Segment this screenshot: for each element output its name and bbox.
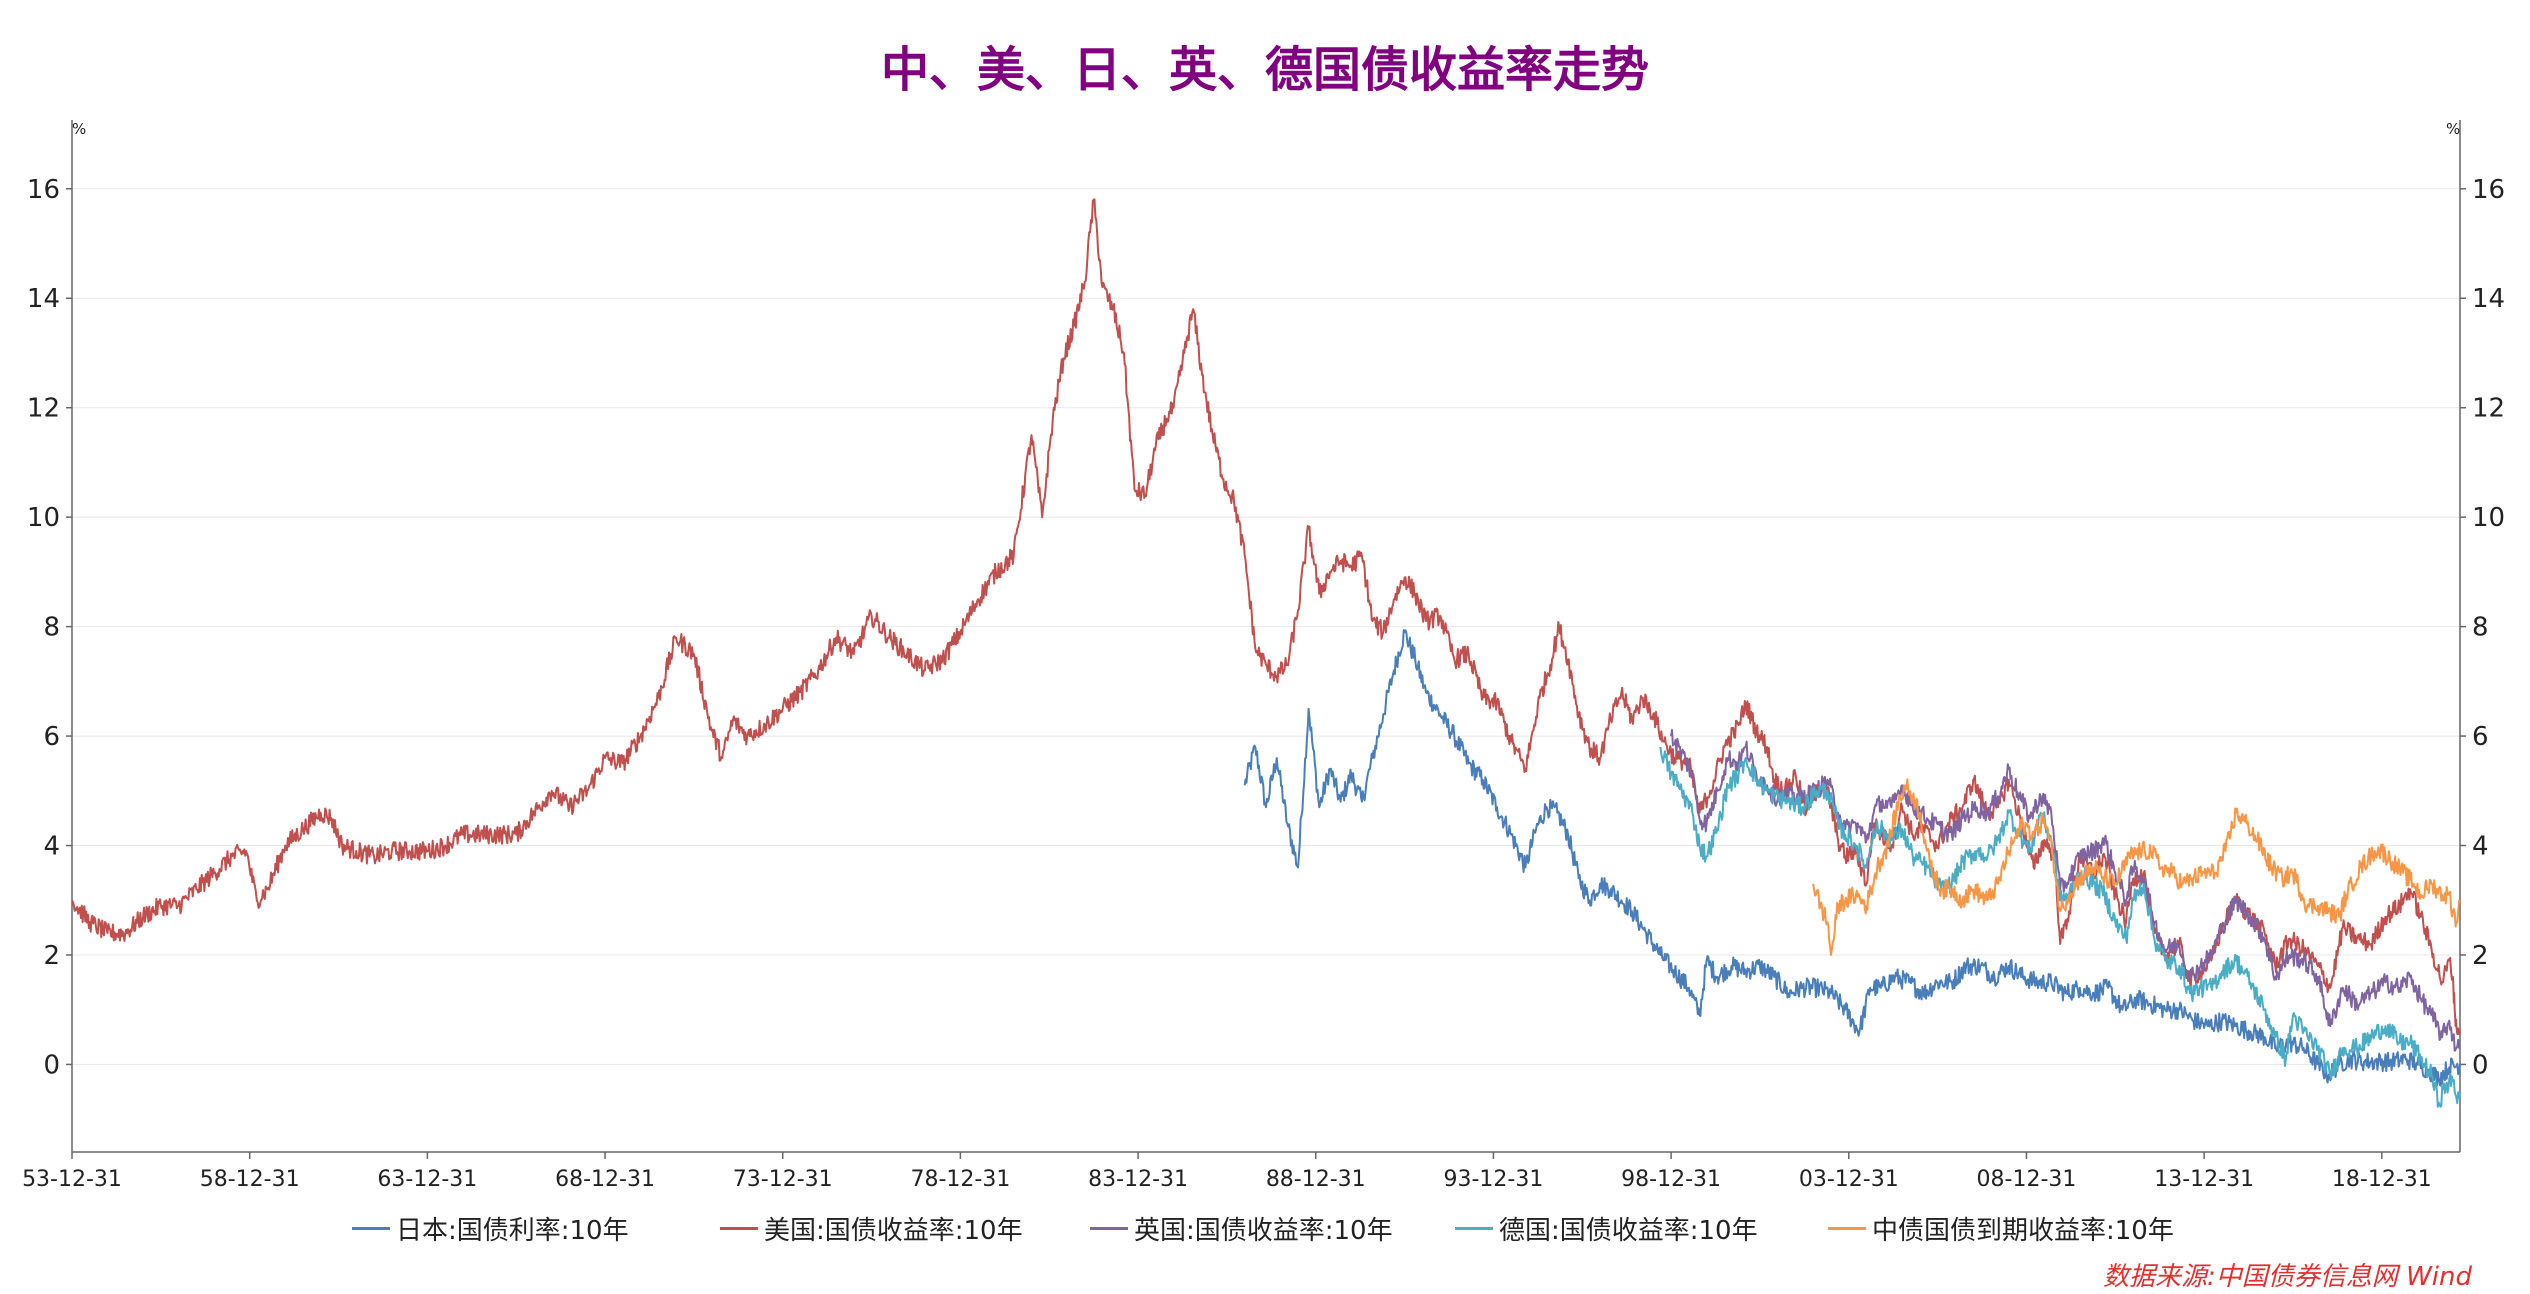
x-tick-label: 53-12-31	[22, 1167, 122, 1192]
legend-swatch	[352, 1227, 390, 1230]
x-tick-label: 58-12-31	[200, 1167, 300, 1192]
x-tick-label: 88-12-31	[1266, 1167, 1366, 1192]
x-tick-label: 13-12-31	[2154, 1167, 2254, 1192]
legend-swatch	[1828, 1227, 1866, 1230]
legend-item: 中债国债到期收益率:10年	[1828, 1210, 2174, 1247]
y-tick-label-right: 10	[2472, 503, 2505, 533]
series-line-0	[1243, 629, 2461, 1087]
legend: 日本:国债利率:10年 美国:国债收益率:10年 英国:国债收益率:10年 德国:国债…	[0, 1210, 2530, 1250]
axes: 0 0 2 2 4 4 6 6 8 8 10 10 12 12 14 14 16 16 53-12-31 58-12-…	[22, 120, 2505, 1192]
y-tick-label-left: 4	[43, 832, 60, 862]
y-tick-label-right: 14	[2472, 284, 2505, 314]
x-tick-label: 93-12-31	[1443, 1167, 1543, 1192]
legend-label: 中债国债到期收益率:10年	[1872, 1216, 2174, 1246]
series-line-1	[71, 198, 2461, 1036]
legend-swatch	[1455, 1227, 1493, 1230]
legend-label: 美国:国债收益率:10年	[764, 1216, 1023, 1246]
x-tick-label: 08-12-31	[1977, 1167, 2077, 1192]
y-tick-label-right: 8	[2472, 613, 2489, 643]
y-axis-unit-left: %	[72, 120, 86, 138]
grid-lines	[72, 188, 2460, 1065]
legend-label: 德国:国债收益率:10年	[1499, 1216, 1758, 1246]
y-tick-label-right: 2	[2472, 941, 2489, 971]
y-tick-label-left: 10	[27, 503, 60, 533]
x-tick-label: 03-12-31	[1799, 1167, 1899, 1192]
x-tick-label: 63-12-31	[377, 1167, 477, 1192]
x-tick-label: 83-12-31	[1088, 1167, 1188, 1192]
y-tick-label-right: 6	[2472, 722, 2489, 752]
legend-swatch	[1090, 1227, 1128, 1230]
y-tick-label-left: 16	[27, 175, 60, 205]
legend-label: 日本:国债利率:10年	[396, 1216, 629, 1246]
y-tick-label-right: 4	[2472, 832, 2489, 862]
series-line-3	[1659, 746, 2461, 1108]
series-lines	[71, 198, 2461, 1108]
series-line-4	[1812, 778, 2461, 956]
y-tick-label-left: 8	[43, 613, 60, 643]
x-tick-label: 68-12-31	[555, 1167, 655, 1192]
legend-item: 英国:国债收益率:10年	[1090, 1210, 1393, 1247]
chart-title: 中、美、日、英、德国债收益率走势	[880, 42, 1649, 98]
legend-item: 日本:国债利率:10年	[352, 1210, 629, 1247]
legend-swatch	[720, 1227, 758, 1230]
legend-label: 英国:国债收益率:10年	[1134, 1216, 1393, 1246]
legend-item: 美国:国债收益率:10年	[720, 1210, 1023, 1247]
y-tick-label-left: 14	[27, 284, 60, 314]
x-tick-label: 18-12-31	[2332, 1167, 2432, 1192]
y-tick-label-left: 0	[43, 1050, 60, 1080]
y-tick-label-right: 12	[2472, 394, 2505, 424]
y-tick-label-left: 2	[43, 941, 60, 971]
y-tick-label-right: 0	[2472, 1050, 2489, 1080]
y-tick-label-right: 16	[2472, 175, 2505, 205]
y-tick-label-left: 6	[43, 722, 60, 752]
x-tick-label: 78-12-31	[910, 1167, 1010, 1192]
x-tick-label: 73-12-31	[733, 1167, 833, 1192]
y-tick-label-left: 12	[27, 394, 60, 424]
x-tick-label: 98-12-31	[1621, 1167, 1721, 1192]
series-line-2	[1670, 729, 2461, 1052]
legend-item: 德国:国债收益率:10年	[1455, 1210, 1758, 1247]
y-axis-unit-right: %	[2446, 120, 2460, 138]
source-note: 数据来源:中国债券信息网 Wind	[2103, 1262, 2472, 1292]
